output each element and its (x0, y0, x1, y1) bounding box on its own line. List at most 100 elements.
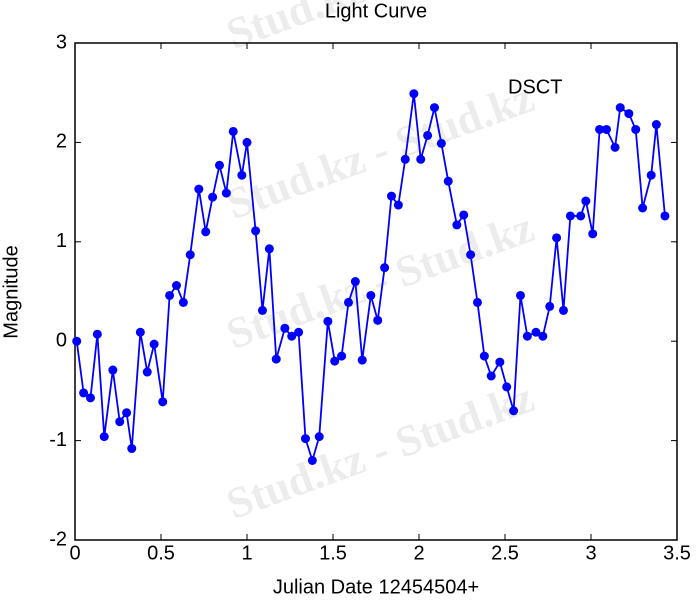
data-point (423, 130, 433, 140)
y-tick-label: 0 (56, 329, 67, 351)
data-point (416, 154, 426, 164)
data-point (257, 305, 267, 315)
data-point (122, 408, 132, 418)
data-point (624, 109, 634, 119)
data-point (300, 434, 310, 444)
data-point (538, 331, 548, 341)
watermark: Stud.kz - Stud.kz (220, 372, 540, 528)
data-point (588, 229, 598, 239)
x-tick-label: 0.5 (147, 542, 175, 564)
data-point (294, 327, 304, 337)
data-point (558, 305, 568, 315)
data-point (149, 339, 159, 349)
annotation: DSCT (508, 76, 562, 98)
data-point (92, 329, 102, 339)
data-point (576, 211, 586, 221)
data-point (380, 263, 390, 273)
data-point (393, 200, 403, 210)
data-point (565, 211, 575, 221)
data-point (452, 220, 462, 230)
data-point (271, 354, 281, 364)
watermark: Stud.kz - Stud.kz (220, 202, 540, 358)
data-point (386, 191, 396, 201)
data-point (85, 393, 95, 403)
data-point (495, 357, 505, 367)
data-point (436, 138, 446, 148)
y-tick-label: 2 (56, 131, 67, 153)
data-point (264, 244, 274, 254)
y-tick-label: -1 (49, 429, 67, 451)
y-tick-label: -2 (49, 528, 67, 550)
data-point (595, 124, 605, 134)
watermark: Stud.kz - Stud.kz (220, 72, 540, 228)
data-point (201, 227, 211, 237)
chart-title: Light Curve (325, 0, 427, 22)
data-point (115, 417, 125, 427)
x-axis-label: Julian Date 12454504+ (273, 576, 479, 598)
data-point (581, 196, 591, 206)
data-point (651, 120, 661, 130)
data-point (515, 290, 525, 300)
data-point (631, 124, 641, 134)
data-point (509, 406, 519, 416)
data-point (522, 331, 532, 341)
data-point (221, 188, 231, 198)
data-point (307, 455, 317, 465)
data-point (337, 351, 347, 361)
data-point (646, 170, 656, 180)
data-point (366, 290, 376, 300)
data-point (479, 351, 489, 361)
data-point (108, 365, 118, 375)
x-tick-label: 1.5 (319, 542, 347, 564)
plot-frame (74, 42, 678, 541)
data-point (459, 210, 469, 220)
data-point (466, 250, 476, 260)
data-point (127, 444, 137, 454)
data-point (531, 327, 541, 337)
data-point (357, 355, 367, 365)
data-point (400, 154, 410, 164)
data-point (171, 281, 181, 291)
x-tick-label: 0 (69, 542, 80, 564)
x-tick-label: 1 (241, 542, 252, 564)
data-point (314, 432, 324, 442)
data-point (99, 432, 109, 442)
data-point (660, 211, 670, 221)
data-point (158, 397, 168, 407)
y-tick-label: 3 (56, 31, 67, 53)
data-point (214, 160, 224, 170)
data-point (237, 170, 247, 180)
data-point (330, 356, 340, 366)
data-point (287, 331, 297, 341)
data-point (208, 192, 218, 202)
data-point (72, 336, 82, 346)
data-point (242, 137, 252, 147)
data-point (502, 382, 512, 392)
data-point (135, 327, 145, 337)
data-point (545, 301, 555, 311)
data-point (280, 323, 290, 333)
data-point (429, 103, 439, 113)
data-point (228, 126, 238, 136)
data-point (251, 226, 261, 236)
data-point (472, 297, 482, 307)
data-point (552, 233, 562, 243)
data-point (601, 124, 611, 134)
y-tick-label: 1 (56, 230, 67, 252)
data-point (615, 103, 625, 113)
data-point (165, 290, 175, 300)
data-point (443, 176, 453, 186)
data-point (343, 297, 353, 307)
data-point (178, 297, 188, 307)
data-point (323, 316, 333, 326)
data-point (350, 277, 360, 287)
y-axis-label: Magnitude (0, 245, 22, 338)
data-point (486, 371, 496, 381)
data-point (194, 184, 204, 194)
x-tick-label: 2.5 (491, 542, 519, 564)
x-tick-label: 2 (413, 542, 424, 564)
x-tick-label: 3 (585, 542, 596, 564)
data-point (638, 203, 648, 213)
data-point (79, 388, 89, 398)
